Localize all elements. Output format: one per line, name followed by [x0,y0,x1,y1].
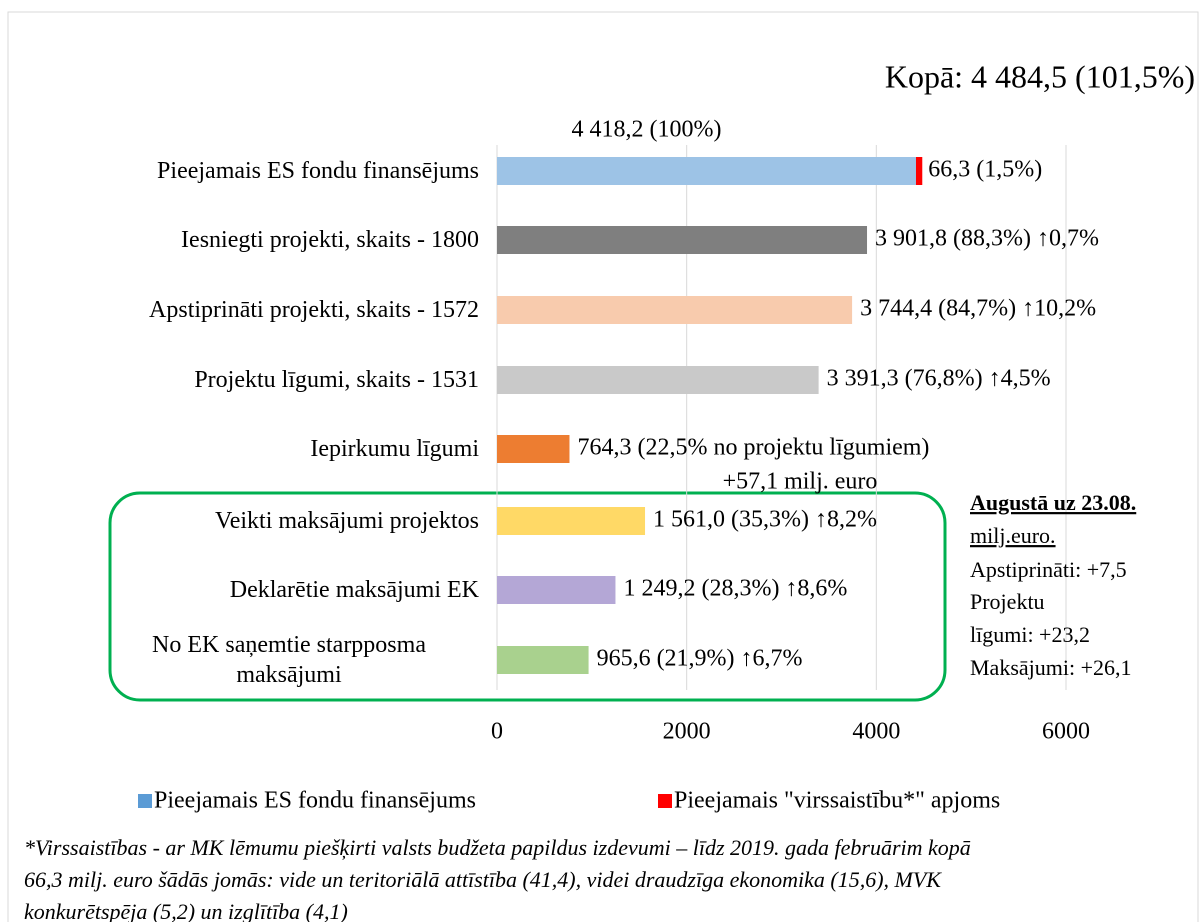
category-label: Apstiprināti projekti, skaits - 1572 [149,297,479,323]
category-label: No EK saņemtie starpposma maksājumi [152,632,426,688]
footnote: *Virssaistības - ar MK lēmumu piešķirti … [24,835,971,860]
x-tick-label: 2000 [663,719,711,745]
bar [497,507,646,535]
bar [497,435,570,463]
side-note: milj.euro. [970,523,1056,548]
total-annotation: Kopā: 4 484,5 (101,5%) [885,58,1195,94]
legend-swatch [138,794,152,808]
side-note: Apstiprināti: +7,5 [970,557,1127,582]
bar [497,646,589,674]
category-label: Iesniegti projekti, skaits - 1800 [181,227,479,253]
value-label: 3 744,4 (84,7%) ↑10,2% [860,296,1096,322]
side-note: līgumi: +23,2 [970,622,1090,647]
legend-label: Pieejamais ES fondu finansējums [154,788,476,814]
bar [497,366,819,394]
value-label: 1 249,2 (28,3%) ↑8,6% [623,576,847,602]
highlight-box [108,491,947,702]
bar [497,576,616,604]
side-note: Maksājumi: +26,1 [970,655,1132,680]
value-label: 764,3 (22,5% no projektu līgumiem) [577,435,929,461]
x-tick-label: 0 [491,719,503,745]
chart-border [7,11,1199,922]
bar [497,157,916,185]
value-label: 66,3 (1,5%) [928,157,1042,183]
category-label: Iepirkumu līgumi [310,436,479,462]
bar [497,226,868,254]
footnote: konkurētspēja (5,2) un izglītība (4,1) [24,899,348,922]
value-label: 3 901,8 (88,3%) ↑0,7% [875,226,1099,252]
bar [915,157,923,185]
category-label: Veikti maksājumi projektos [215,508,479,534]
legend-swatch [658,794,672,808]
legend-label: Pieejamais "virssaistību*" apjoms [674,788,1000,814]
value-label: 965,6 (21,9%) ↑6,7% [597,646,803,672]
value-label: 1 561,0 (35,3%) ↑8,2% [653,507,877,533]
annotation: +57,1 milj. euro [723,469,878,495]
side-note: Augustā uz 23.08. [970,490,1136,515]
x-tick-label: 4000 [852,719,900,745]
value-label: 3 391,3 (76,8%) ↑4,5% [827,366,1051,392]
category-label: Pieejamais ES fondu finansējums [157,158,479,184]
side-note: Projektu [970,589,1045,614]
bar [497,296,853,324]
category-label: Projektu līgumi, skaits - 1531 [194,367,479,393]
footnote: 66,3 milj. euro šādās jomās: vide un ter… [24,867,942,892]
value-label: 4 418,2 (100%) [572,117,722,143]
x-tick-label: 6000 [1042,719,1090,745]
category-label: Deklarētie maksājumi EK [229,577,479,603]
